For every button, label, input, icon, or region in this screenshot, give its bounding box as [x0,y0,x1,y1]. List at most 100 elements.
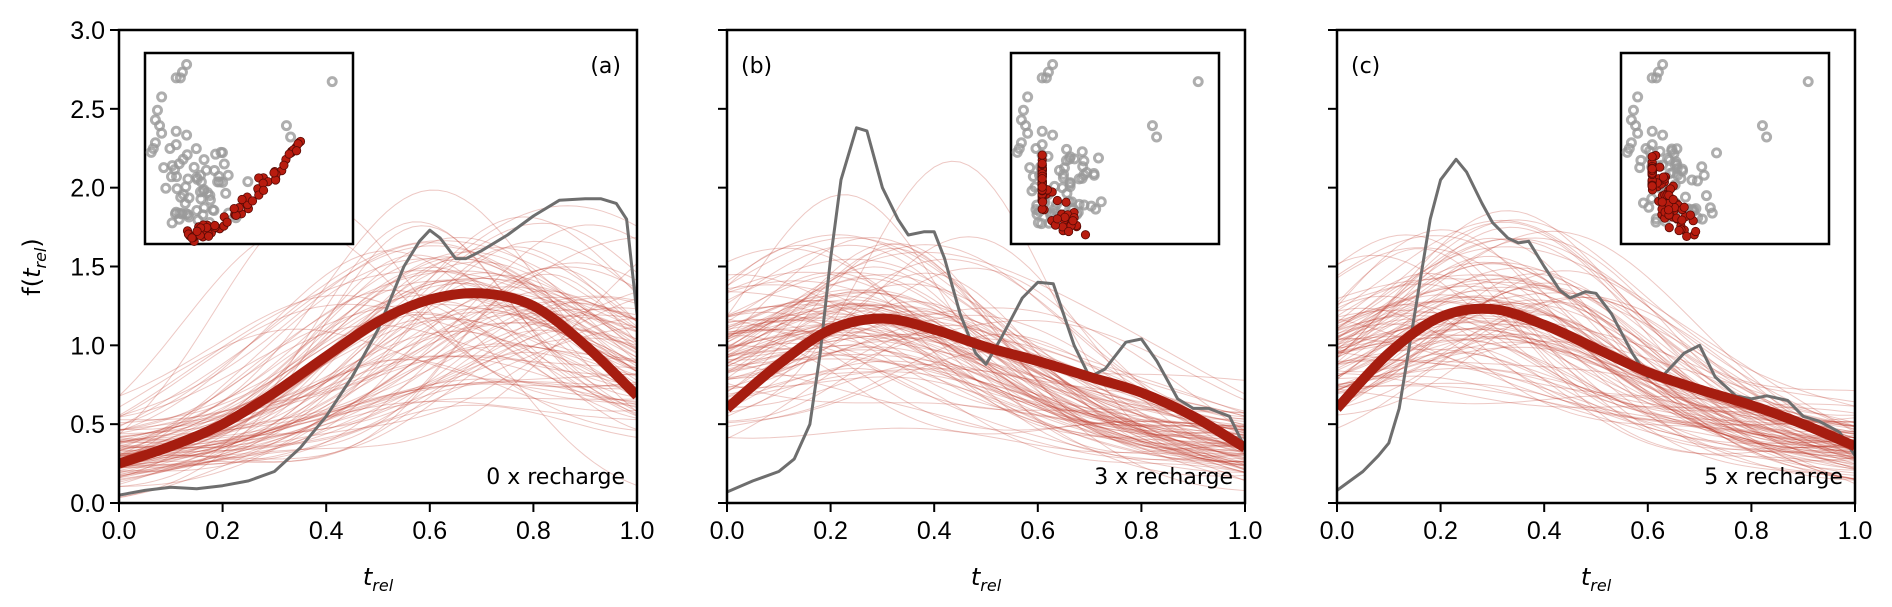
ensemble-curve [727,331,1245,434]
ensemble-curve [119,289,637,431]
inset-gray-points [145,58,338,229]
inset-gray-point [213,170,225,182]
ensemble-curve [119,240,637,472]
ensemble-curve [1337,262,1855,456]
ensemble-curve [1337,289,1855,469]
inset-gray-point [1047,129,1059,141]
inset-gray-point [1076,172,1088,184]
ensemble-curve [1337,314,1855,476]
ensemble-curve [1337,246,1855,433]
panels: 0.0 0.2 0.4 0.6 0.8 1.0 0.0 0.5 1.0 1.5 2.0 2.5 3.0 t… [70,17,1872,595]
inset-gray-point [1095,196,1107,208]
observed-curve [1337,157,1855,492]
inset-gray-point [170,125,182,137]
ensemble-curve [119,267,637,483]
inset-gray-point [1011,146,1023,158]
y-axis-label-f: f( [18,278,46,296]
ensemble-curve [119,326,637,457]
panel-a: 0.0 0.2 0.4 0.6 0.8 1.0 0.0 0.5 1.0 1.5 2.0 2.5 3.0 t… [70,17,654,595]
ensemble-curve [1337,286,1855,438]
ensemble-curve [1337,334,1855,474]
ensemble-curve [119,330,637,431]
ensemble-curve [119,274,637,457]
ensemble-curve [727,376,1245,445]
recharge-annotation: 5 x recharge [1704,465,1843,490]
ensemble-curve [1337,296,1855,462]
ensemble-curve [119,294,637,431]
x-tick-label: 0.6 [412,517,447,545]
ensemble-curve [1337,277,1855,449]
ensemble-curve [1337,327,1855,462]
inset-gray-point [1686,174,1698,186]
x-axis-label-t: t [971,563,982,591]
ensemble-curve [1337,359,1855,459]
ensemble-curve [727,272,1245,463]
inset-red-point [1657,197,1667,207]
inset-red-point [1691,226,1701,237]
ensemble-curve [1337,388,1855,456]
ensemble-curve [119,245,637,428]
inset-gray-point [1802,76,1814,88]
ensemble-curve [119,337,637,469]
inset-gray-point [1036,125,1048,137]
x-axis-label-t: t [1581,563,1592,591]
ensemble-curve [727,367,1245,474]
inset-gray-point [1036,72,1048,84]
panel-b: 0.0 0.2 0.4 0.6 0.8 1.0 trel (b) 3 x recharge [710,28,1262,595]
x-tick-label: 0.0 [102,517,137,545]
ensemble-curve [1337,315,1855,453]
ensemble-curve [1337,263,1855,451]
x-tick-label: 0.0 [710,517,745,545]
ensemble-curve [119,400,637,449]
inset-gray-point [1053,164,1065,176]
inset-gray-point [210,148,222,160]
ensemble-curve [727,316,1245,461]
ensemble-curve [727,237,1245,437]
inset-red-points [1647,150,1701,241]
y-axis-label-sub: rel [31,247,50,268]
inset [1009,51,1221,246]
ensemble-curve [727,243,1245,469]
inset-gray-point [202,187,214,199]
ensemble-curve [727,304,1245,466]
ensemble-curve [119,270,637,463]
inset-gray-point [1700,190,1712,202]
ensemble-curve [727,344,1245,435]
ensemble-curve [1337,237,1855,460]
ensemble-curve [1337,285,1855,459]
ensemble-curve [119,322,637,457]
ensemble-curve [1337,278,1855,480]
ensemble-curve [727,280,1245,467]
ensemble-curve [727,358,1245,481]
inset-red-point [187,233,197,243]
inset-gray-point [1151,131,1163,143]
inset-gray-point [1192,76,1204,88]
observed-curve [727,126,1245,494]
ensemble-curve [1337,295,1855,450]
inset-gray-point [1667,167,1679,179]
inset-gray-point [1627,104,1639,116]
inset-red-point [1668,194,1678,205]
x-tick-label: 0.2 [813,517,848,545]
ensemble-curve [1337,286,1855,433]
ensemble-curve [727,313,1245,457]
ensemble-curve [727,346,1245,451]
ensemble-curve [119,302,637,458]
ensemble-curve [727,427,1245,453]
inset-gray-point [1632,91,1644,103]
inset-gray-point [1646,72,1658,84]
ensemble-curve [1337,283,1855,466]
mean-curve [1337,303,1855,451]
ensemble-curve [727,319,1245,453]
ensemble-curve [1337,237,1855,453]
x-tick-label: 0.0 [1320,517,1355,545]
inset-gray-point [1635,154,1647,166]
ensemble-curve [119,216,637,480]
ensemble-curve [727,320,1245,417]
ensemble-curve [119,240,637,426]
inset-gray-point [188,161,200,173]
inset-gray-point [1670,156,1682,168]
inset-gray-point [1643,201,1655,213]
inset-gray-point [1060,154,1072,166]
ensemble-curve [1337,248,1855,460]
